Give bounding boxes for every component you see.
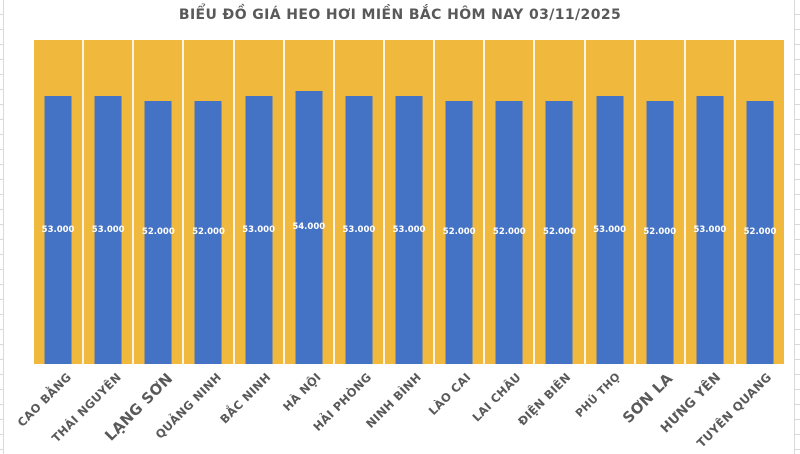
bar-value-label: 53.000	[392, 224, 426, 235]
bar-column: 54.000	[285, 40, 335, 364]
bar-column: 52.000	[184, 40, 235, 364]
bar-value-label: 53.000	[242, 224, 276, 235]
chart-title: BIỂU ĐỒ GIÁ HEO HƠI MIỀN BẮC HÔM NAY 03/…	[178, 7, 622, 23]
category-label: NINH BÌNH	[362, 370, 424, 431]
bar: 52.000	[142, 100, 175, 364]
bar-column: 52.000	[535, 40, 586, 364]
bar: 53.000	[342, 95, 375, 364]
bar-column: 53.000	[34, 40, 85, 364]
bar-column: 53.000	[335, 40, 385, 364]
bar-column: 52.000	[736, 40, 784, 364]
bar-column: 52.000	[636, 40, 686, 364]
bar: 52.000	[543, 100, 576, 364]
bar-value-label: 53.000	[41, 224, 75, 235]
category-label: LÀO CAI	[426, 370, 474, 418]
bar-column: 53.000	[686, 40, 736, 364]
bar-value-label: 52.000	[543, 227, 576, 238]
bar-column: 52.000	[134, 40, 185, 364]
bar-column: 53.000	[385, 40, 436, 364]
spreadsheet-gridlines-left	[0, 0, 4, 454]
bar: 52.000	[493, 100, 526, 364]
bar-column: 53.000	[235, 40, 285, 364]
category-label: BẮC NINH	[217, 370, 274, 427]
category-label: THÁI NGUYÊN	[48, 370, 124, 446]
category-label: LAI CHÂU	[469, 370, 524, 425]
bar: 53.000	[693, 95, 726, 364]
bar-column: 53.000	[586, 40, 636, 364]
bar-value-label: 52.000	[442, 227, 476, 238]
bar: 54.000	[292, 90, 325, 364]
category-label: PHÚ THỌ	[573, 370, 624, 420]
bar: 53.000	[92, 95, 125, 364]
bar-column: 53.000	[84, 40, 135, 364]
category-label: TUYÊN QUANG	[693, 370, 774, 451]
bar: 52.000	[192, 100, 225, 364]
category-label: CAO BẰNG	[14, 370, 74, 430]
category-label: HÀ NỘI	[280, 370, 324, 414]
category-label: HẢI PHÒNG	[309, 370, 374, 434]
category-label: QUẢNG NINH	[152, 370, 224, 442]
bar-value-label: 52.000	[643, 227, 677, 238]
bar: 52.000	[744, 100, 776, 364]
bar-value-label: 53.000	[693, 224, 727, 235]
category-label: SƠN LA	[619, 370, 677, 427]
bar-value-label: 53.000	[593, 224, 627, 235]
bar: 52.000	[443, 100, 476, 364]
category-label: HƯNG YÊN	[658, 370, 725, 437]
bar-value-label: 53.000	[342, 224, 376, 235]
bar-value-label: 52.000	[492, 227, 526, 238]
bar: 52.000	[643, 100, 676, 364]
bar-value-label: 53.000	[91, 224, 125, 235]
bar-value-label: 52.000	[192, 227, 225, 238]
category-label: ĐIỆN BIÊN	[515, 370, 574, 429]
bar: 53.000	[593, 95, 626, 364]
bar-value-label: 54.000	[292, 222, 326, 233]
bar: 53.000	[242, 95, 275, 364]
bar: 53.000	[42, 95, 74, 364]
bar-column: 52.000	[435, 40, 486, 364]
bar-value-label: 52.000	[743, 227, 777, 238]
bar-column: 52.000	[485, 40, 536, 364]
spreadsheet-gridlines-right	[794, 0, 800, 454]
bar-value-label: 52.000	[141, 227, 175, 238]
plot-area: 53.000 53.000 52.000 52.000 53.000 54.000 53.0…	[34, 40, 784, 364]
bar: 53.000	[393, 95, 425, 364]
category-label: LẠNG SƠN	[101, 370, 177, 445]
